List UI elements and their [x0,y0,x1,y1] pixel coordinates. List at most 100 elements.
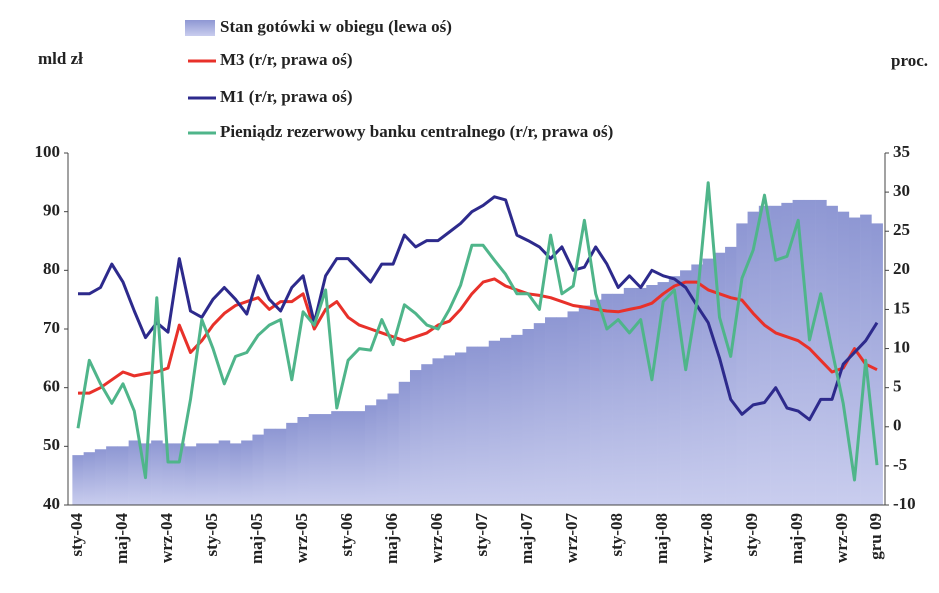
bar [725,246,737,505]
x-tick-label: sty-06 [337,513,356,556]
bar [691,264,703,505]
bar [601,293,613,505]
x-tick-label: sty-05 [202,513,221,556]
bar [848,217,861,506]
bar [263,428,276,505]
bar [398,381,411,505]
bar [511,334,523,505]
bar [657,282,670,505]
x-tick-label: wrz-07 [562,513,581,564]
bar [522,329,535,505]
line-series [76,181,879,482]
y2-tick-label: -10 [893,494,916,513]
x-tick-label: sty-04 [67,513,86,557]
bar [747,211,760,505]
bar [590,299,602,505]
bar [702,258,715,505]
bar [815,199,827,505]
bar [376,399,388,505]
line-series [78,195,879,422]
bar [837,211,850,505]
bar [207,443,219,505]
bar [500,337,512,505]
legend-label: Stan gotówki w obiegu (lewa oś) [220,17,452,36]
bar [635,287,647,505]
x-tick-label: sty-09 [742,513,761,556]
bar [792,199,805,505]
bar [488,340,501,505]
legend-label: M1 (r/r, prawa oś) [220,87,353,106]
bar [646,285,658,505]
bar [803,199,816,505]
bar [578,305,591,505]
bar [106,446,118,505]
bar [443,355,456,505]
x-tick-label: wrz-08 [697,513,716,563]
line-series [78,277,878,395]
y-tick-label: 70 [43,318,60,337]
x-tick-label: maj-04 [112,513,131,564]
y2-tick-label: 5 [893,377,902,396]
y2-tick-label: 10 [893,337,910,356]
bar [668,276,681,505]
bar [274,428,287,505]
y2-tick-label: -5 [893,455,907,474]
y2-tick-label: 20 [893,259,910,278]
y2-tick-label: 30 [893,181,910,200]
bar [162,443,174,505]
y-tick-label: 80 [43,259,60,278]
bar [117,446,129,505]
bar [229,443,242,505]
x-tick-label: maj-09 [787,513,806,564]
bar [567,311,580,505]
y-tick-label: 100 [35,142,61,161]
bar [770,205,782,506]
bar [94,449,107,505]
legend-label: M3 (r/r, prawa oś) [220,50,353,69]
bar [252,434,264,505]
bar [432,358,445,505]
bar [184,446,197,505]
bar [173,443,186,505]
bar [72,455,84,505]
bar [612,293,625,505]
y-tick-label: 90 [43,201,60,220]
bar [736,223,748,505]
legend-swatch [185,20,215,36]
bar [297,417,309,505]
x-tick-label: wrz-04 [157,513,176,564]
x-tick-label: sty-08 [607,513,626,556]
bar [871,223,883,505]
bar [713,252,726,505]
bar [364,405,377,505]
bar [308,414,321,505]
x-tick-label: maj-06 [382,513,401,564]
x-tick-label: wrz-09 [832,513,851,563]
x-tick-label: maj-05 [247,513,266,564]
bar [454,352,467,505]
bar [286,422,298,505]
bar [623,287,636,505]
x-tick-label: maj-07 [517,513,536,564]
bar [342,411,355,505]
bar [151,440,163,505]
bar [466,346,478,505]
bar [477,346,490,505]
bar [387,393,400,505]
bar [196,443,208,505]
x-tick-label: gru 09 [866,513,885,560]
y2-tick-label: 35 [893,142,910,161]
y2-axis-label: proc. [891,51,928,70]
y2-tick-label: 15 [893,298,910,317]
x-tick-label: sty-07 [472,513,491,557]
y-tick-label: 40 [43,494,60,513]
y-axis-label: mld zł [38,49,83,68]
legend-label: Pieniądz rezerwowy banku centralnego (r/… [220,122,613,141]
bar [319,414,332,505]
bar [545,317,557,505]
y2-tick-label: 0 [893,416,902,435]
bar [241,440,253,505]
bar [421,364,433,505]
y-tick-label: 50 [43,435,60,454]
